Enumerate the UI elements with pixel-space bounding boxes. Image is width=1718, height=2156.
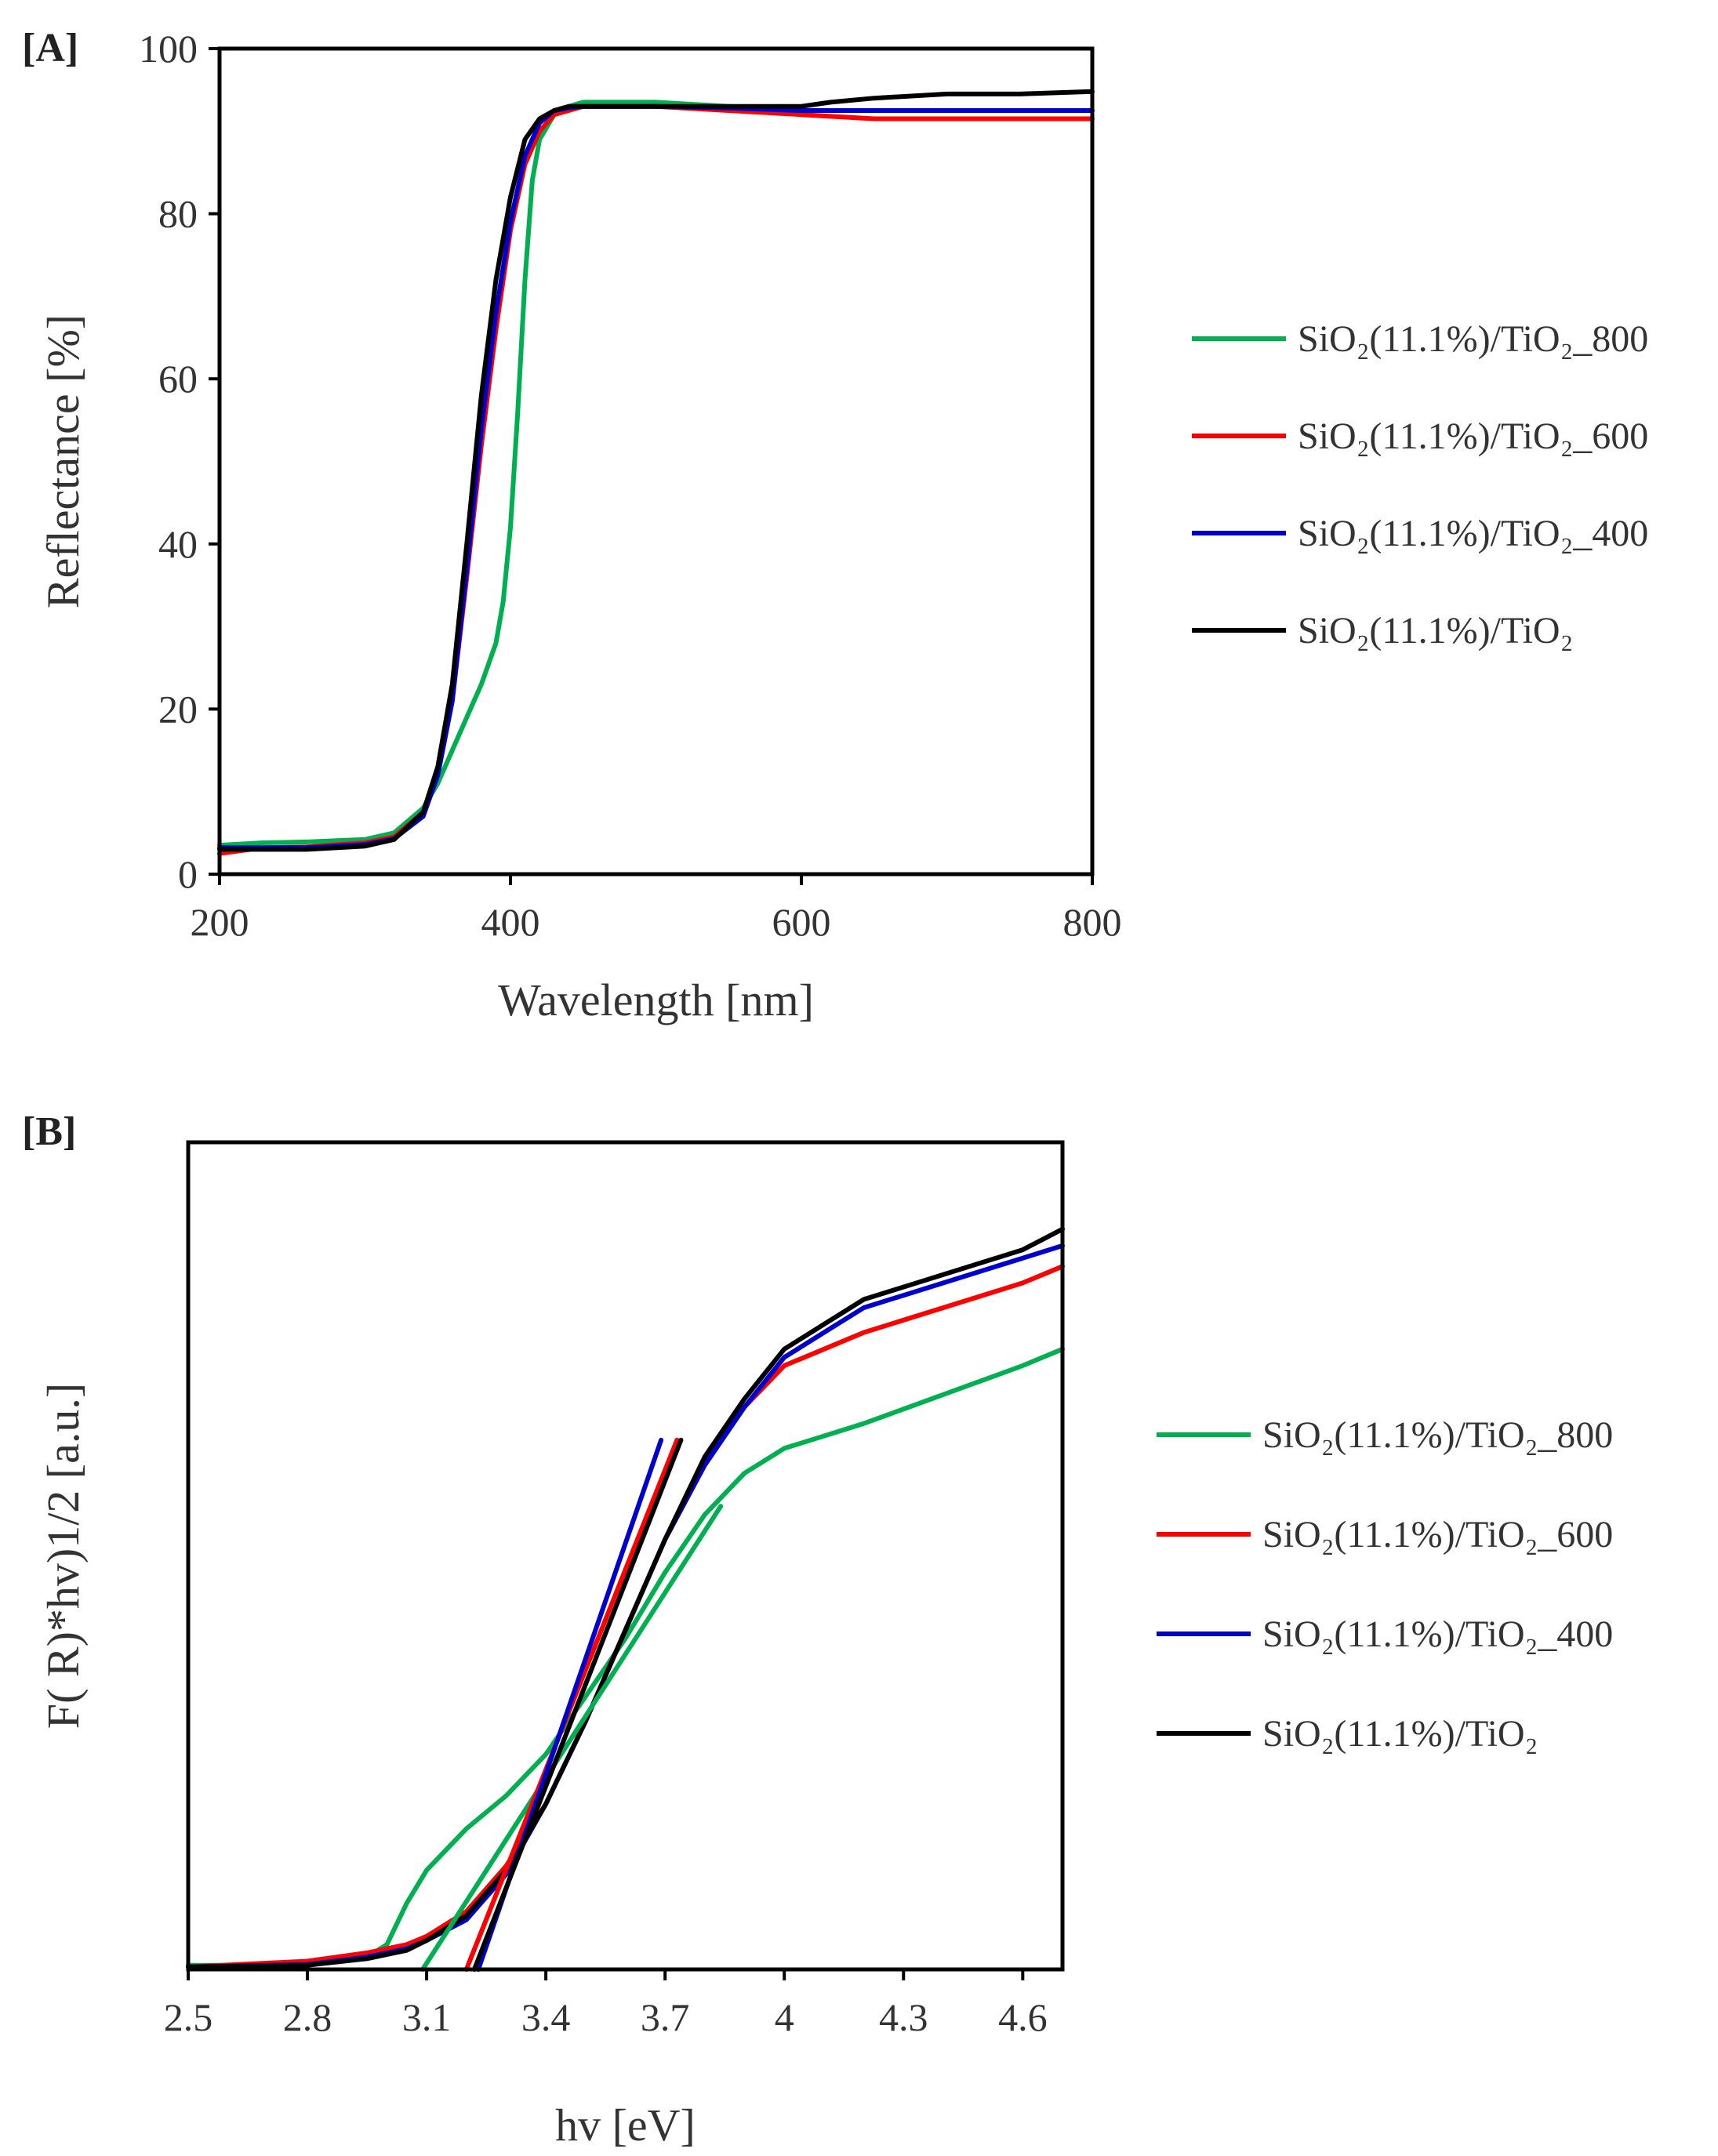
legend-entry-0-2: SiO₂(11.1%)/TiO₂_400 bbox=[1298, 513, 1648, 554]
x-tick-label: 4.6 bbox=[998, 1995, 1048, 2039]
plot-frame bbox=[186, 1140, 1065, 1972]
x-tick-label: 4 bbox=[775, 1995, 794, 2039]
series-line-0-1 bbox=[217, 103, 1095, 856]
plot-area-b: 2.5 2.8 3.1 3.4 3.7 4 4.3 4.6 hv [eV] F( R)*hv)1/… bbox=[38, 1140, 1613, 2151]
x-tick-label: 4.3 bbox=[879, 1995, 928, 2039]
x-tick-label: 200 bbox=[191, 900, 249, 944]
series-line-0-3 bbox=[217, 89, 1095, 852]
kubelka-munk-chart: [B] 2.5 2.8 3.1 3.4 3.7 4 4.3 4.6 hv [eV] F( R)*h… bbox=[22, 1109, 1613, 2151]
y-axis-label: Reflectance [%] bbox=[38, 314, 89, 608]
tangent-line-1-3 bbox=[471, 1437, 684, 1972]
x-tick-label: 400 bbox=[481, 900, 540, 944]
y-tick-label: 100 bbox=[139, 27, 198, 71]
plot-area-a: 200 400 600 800 0 20 40 60 80 100 Wavelength [nm] R… bbox=[38, 27, 1648, 1025]
legend-entry-0-3: SiO₂(11.1%)/TiO₂ bbox=[1298, 610, 1573, 652]
series-line-1-3 bbox=[186, 1226, 1065, 1969]
y-tick-label: 40 bbox=[158, 522, 198, 566]
chart-panel-a: [A] 200 400 600 800 0 20 40 60 80 100 Wavelength [… bbox=[0, 0, 1718, 1058]
legend-entry-1-1: SiO₂(11.1%)/TiO₂_600 bbox=[1262, 1514, 1613, 1555]
x-axis-label: Wavelength [nm] bbox=[498, 975, 814, 1025]
x-tick-label: 800 bbox=[1063, 900, 1122, 944]
x-axis-label: hv [eV] bbox=[555, 2100, 696, 2151]
y-tick-label: 80 bbox=[158, 192, 198, 236]
plot-frame bbox=[217, 46, 1095, 877]
y-tick-label: 20 bbox=[158, 687, 198, 731]
legend-entry-0-1: SiO₂(11.1%)/TiO₂_600 bbox=[1298, 416, 1648, 457]
series-line-0-0 bbox=[217, 100, 1095, 848]
series-line-1-1 bbox=[186, 1264, 1065, 1969]
chart-panel-b: [B] 2.5 2.8 3.1 3.4 3.7 4 4.3 4.6 hv [eV] F( R)*h… bbox=[0, 1098, 1718, 2156]
legend-entry-1-2: SiO₂(11.1%)/TiO₂_400 bbox=[1262, 1613, 1613, 1655]
tangent-line-1-0 bbox=[420, 1504, 724, 1972]
x-tick-label: 2.5 bbox=[164, 1995, 213, 2039]
legend-entry-0-0: SiO₂(11.1%)/TiO₂_800 bbox=[1298, 318, 1648, 360]
reflectance-chart: [A] 200 400 600 800 0 20 40 60 80 100 Wavelength [… bbox=[22, 26, 1648, 1025]
x-tick-label: 600 bbox=[772, 900, 831, 944]
panel-label-a: [A] bbox=[22, 26, 78, 71]
series-line-1-2 bbox=[186, 1243, 1065, 1969]
x-tick-label: 3.4 bbox=[521, 1995, 571, 2039]
y-tick-label: 0 bbox=[178, 852, 198, 896]
x-tick-label: 2.8 bbox=[283, 1995, 332, 2039]
y-axis-label: F( R)*hv)1/2 [a.u.] bbox=[38, 1383, 89, 1729]
legend-entry-1-0: SiO₂(11.1%)/TiO₂_800 bbox=[1262, 1414, 1613, 1456]
panel-label-b: [B] bbox=[22, 1109, 76, 1154]
x-tick-label: 3.1 bbox=[402, 1995, 452, 2039]
legend-entry-1-3: SiO₂(11.1%)/TiO₂ bbox=[1262, 1713, 1538, 1755]
series-line-0-2 bbox=[217, 103, 1095, 851]
y-tick-label: 60 bbox=[158, 357, 198, 401]
x-tick-label: 3.7 bbox=[641, 1995, 690, 2039]
